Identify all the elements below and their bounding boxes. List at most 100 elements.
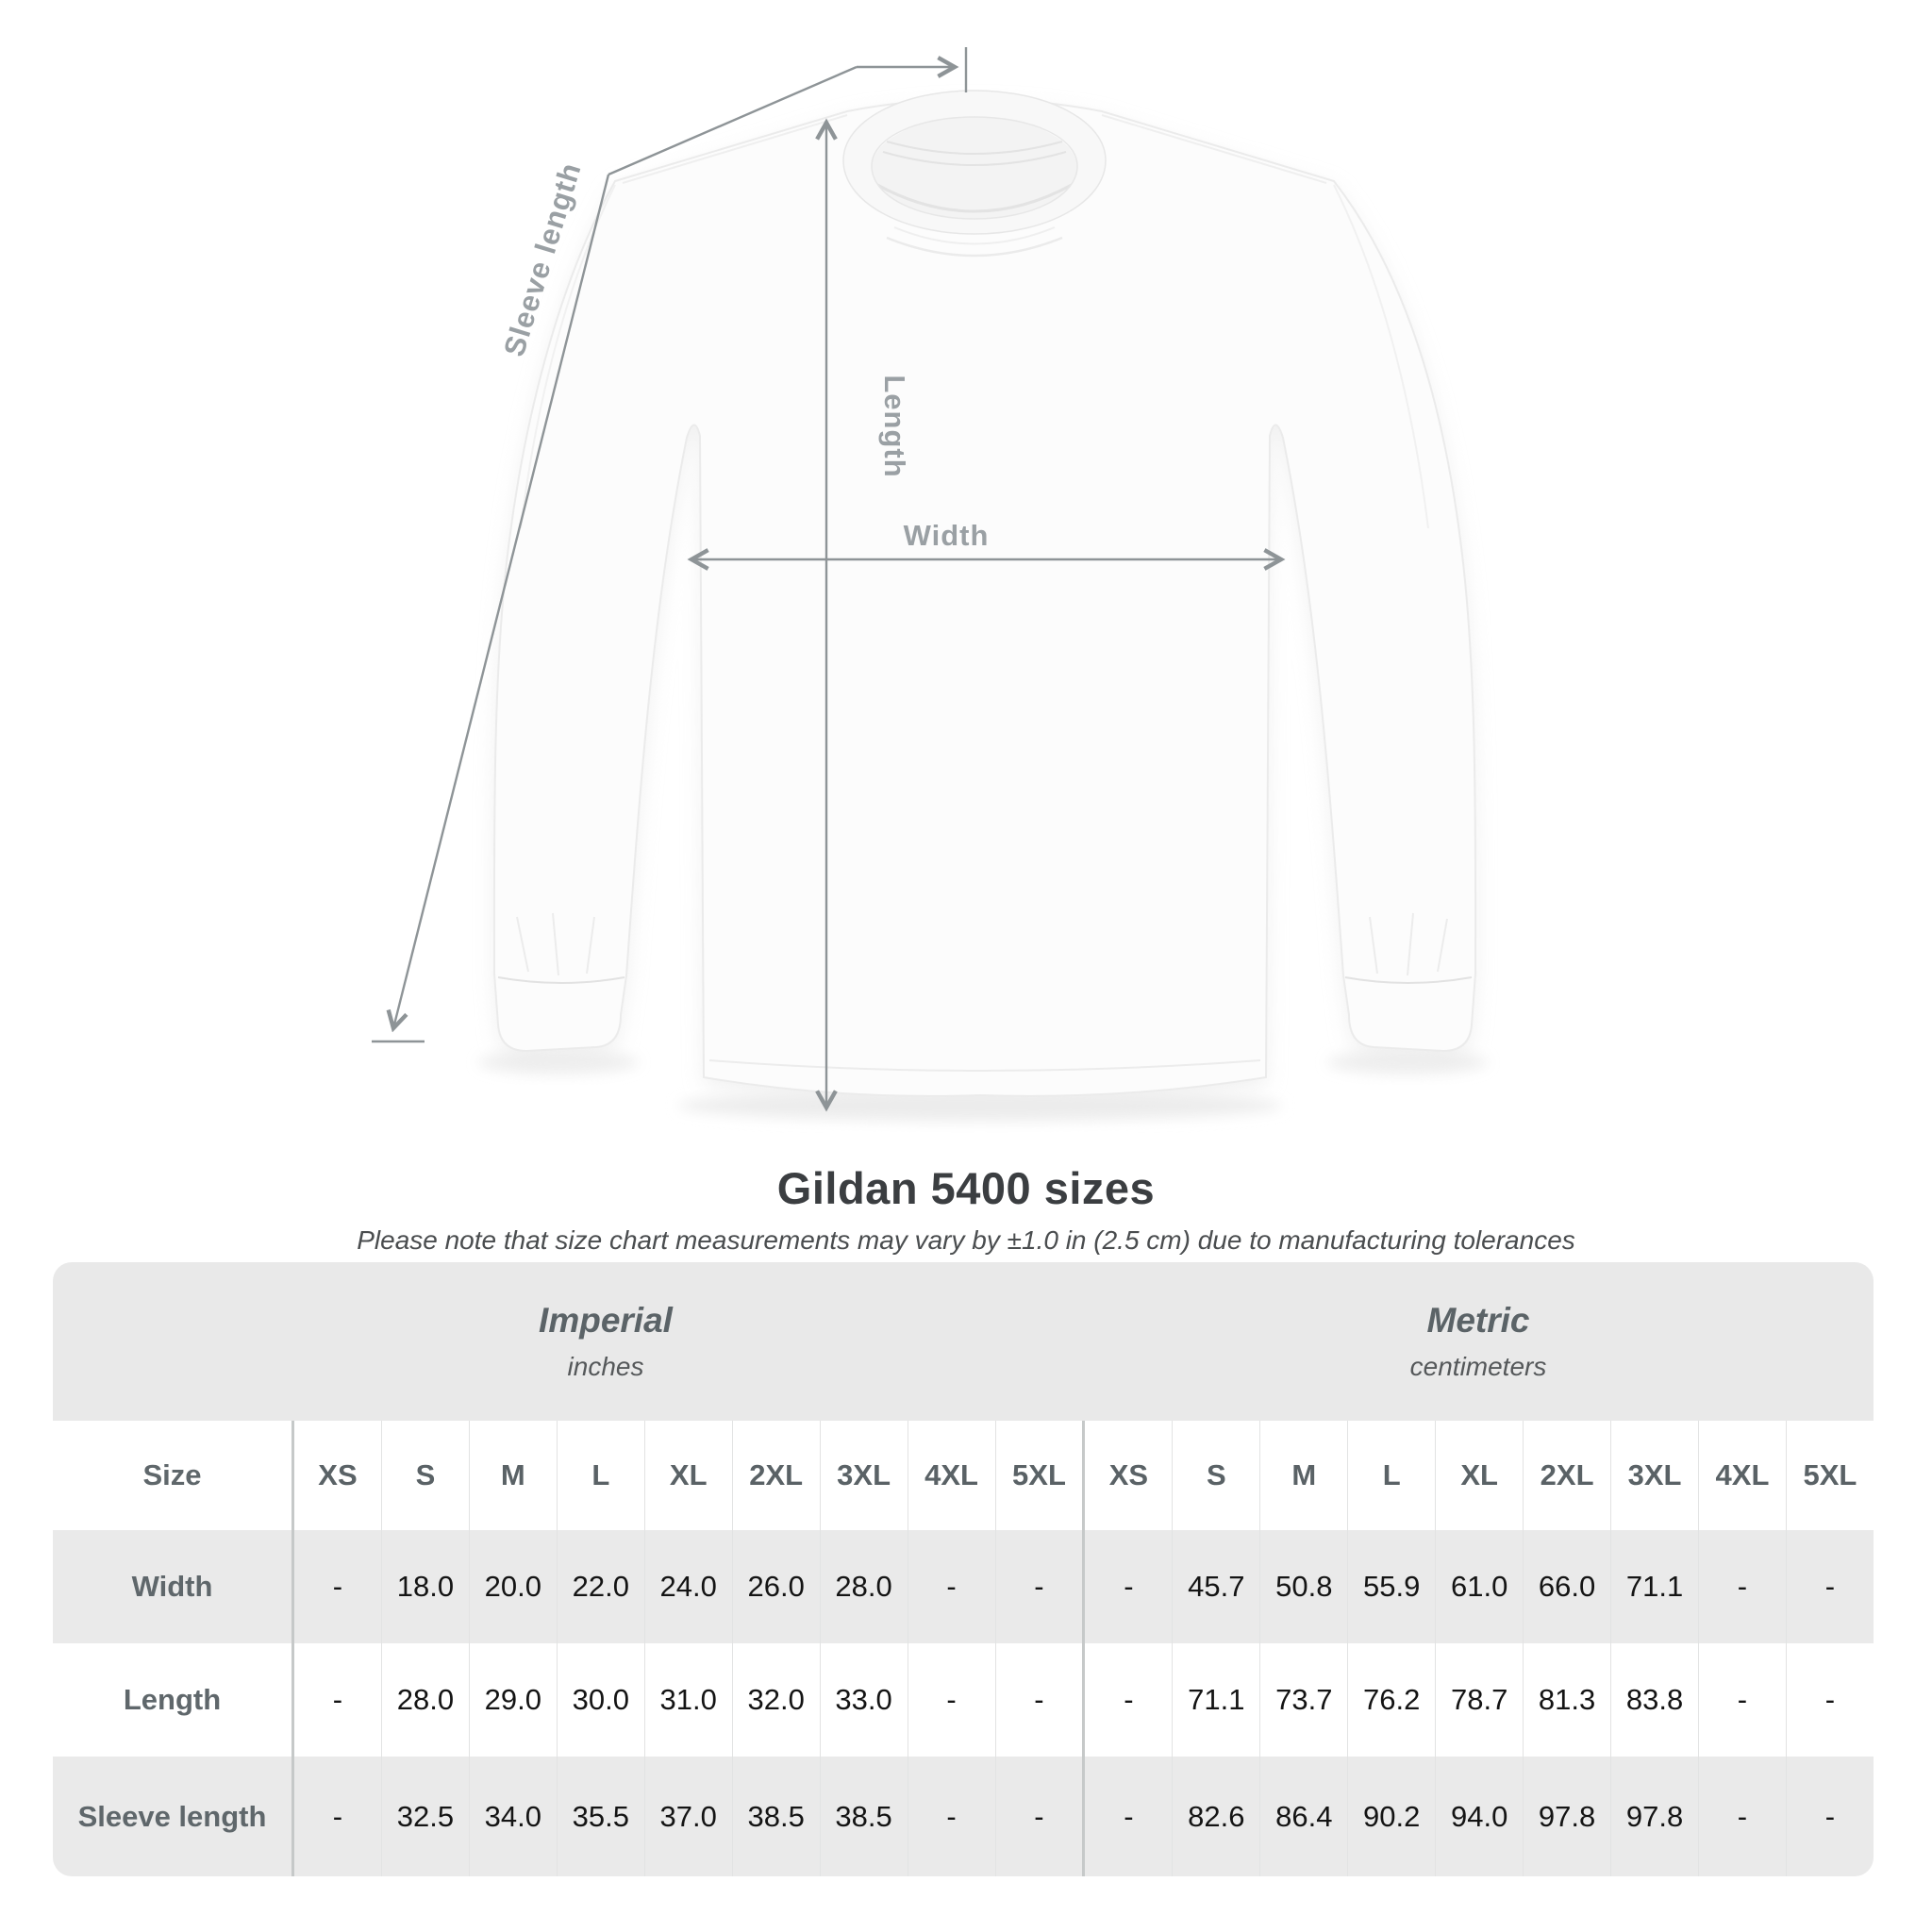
page-subtitle: Please note that size chart measurements… bbox=[357, 1225, 1575, 1255]
cell-value: - bbox=[1082, 1643, 1172, 1757]
cell-value: 97.8 bbox=[1523, 1757, 1610, 1876]
row-label: Width bbox=[131, 1570, 213, 1603]
cell-value: 90.2 bbox=[1347, 1757, 1435, 1876]
metric-group-unit: centimeters bbox=[1409, 1352, 1547, 1381]
cell-value: 81.3 bbox=[1523, 1643, 1610, 1757]
page-title: Gildan 5400 sizes bbox=[776, 1163, 1156, 1213]
cell-value: - bbox=[1082, 1530, 1172, 1643]
size-col-header-metric-m: M bbox=[1259, 1421, 1347, 1530]
size-col-header-imperial-l: L bbox=[556, 1421, 644, 1530]
cuffs bbox=[497, 912, 1473, 984]
cell-value: - bbox=[1785, 1530, 1874, 1643]
table-row-sleeve-length: Sleeve length -32.5 34.0 35.5 37.0 38.5 38.5- -… bbox=[53, 1757, 1874, 1876]
cell-value: 38.5 bbox=[731, 1757, 820, 1876]
width-label: Width bbox=[904, 519, 990, 552]
cell-value: 38.5 bbox=[819, 1757, 908, 1876]
size-col-header-imperial-3xl: 3XL bbox=[819, 1421, 908, 1530]
shirt-illustration bbox=[492, 90, 1477, 1097]
cell-value: - bbox=[1698, 1757, 1786, 1876]
cell-value: - bbox=[994, 1643, 1083, 1757]
cell-value: 61.0 bbox=[1435, 1530, 1523, 1643]
table-row-length: Length -28.0 29.0 30.0 31.0 32.0 33.0- - -71.1 73… bbox=[53, 1643, 1874, 1757]
size-header-row: Size XS S M L XL 2XL 3XL 4XL 5XL XS S M L XL 2XL 3XL 4XL 5… bbox=[53, 1421, 1874, 1530]
cell-value: 32.5 bbox=[380, 1757, 469, 1876]
size-col-header-imperial-xl: XL bbox=[643, 1421, 732, 1530]
cell-value: 55.9 bbox=[1347, 1530, 1435, 1643]
cell-value: - bbox=[994, 1530, 1083, 1643]
size-col-header-imperial-5xl: 5XL bbox=[994, 1421, 1083, 1530]
cell-value: 83.8 bbox=[1610, 1643, 1698, 1757]
cell-value: - bbox=[1785, 1757, 1874, 1876]
size-table-body: Size XS S M L XL 2XL 3XL 4XL 5XL XS S M L XL 2XL 3XL 4XL 5… bbox=[53, 1421, 1874, 1876]
cell-value: 45.7 bbox=[1172, 1530, 1259, 1643]
cell-value: 73.7 bbox=[1259, 1643, 1347, 1757]
size-col-header-metric-xl: XL bbox=[1435, 1421, 1523, 1530]
cell-value: 35.5 bbox=[556, 1757, 644, 1876]
cell-value: 78.7 bbox=[1435, 1643, 1523, 1757]
dimension-lines bbox=[372, 47, 1281, 1108]
size-col-header-metric-2xl: 2XL bbox=[1523, 1421, 1610, 1530]
collar bbox=[842, 90, 1107, 258]
imperial-group-label: Imperial bbox=[539, 1301, 673, 1340]
cell-value: 50.8 bbox=[1259, 1530, 1347, 1643]
cell-value: 30.0 bbox=[556, 1643, 644, 1757]
row-label: Length bbox=[123, 1683, 222, 1716]
cell-value: - bbox=[994, 1757, 1083, 1876]
shirt-diagram-svg: Sleeve length Length Width bbox=[372, 47, 1488, 1121]
unit-group-header-band: Imperial inches Metric centimeters bbox=[53, 1262, 1874, 1421]
cell-value: 26.0 bbox=[731, 1530, 820, 1643]
cell-value: - bbox=[907, 1757, 995, 1876]
cell-value: 33.0 bbox=[819, 1643, 908, 1757]
size-col-header-metric-s: S bbox=[1172, 1421, 1259, 1530]
size-col-header-metric-xs: XS bbox=[1082, 1421, 1172, 1530]
cell-value: 82.6 bbox=[1172, 1757, 1259, 1876]
size-table: Imperial inches Metric centimeters Size X… bbox=[53, 1262, 1874, 1876]
size-column-header: Size bbox=[142, 1458, 202, 1491]
size-col-header-metric-3xl: 3XL bbox=[1610, 1421, 1698, 1530]
cell-value: - bbox=[291, 1530, 381, 1643]
cell-value: 18.0 bbox=[380, 1530, 469, 1643]
cell-value: 86.4 bbox=[1259, 1757, 1347, 1876]
cell-value: 28.0 bbox=[819, 1530, 908, 1643]
size-col-header-metric-4xl: 4XL bbox=[1698, 1421, 1786, 1530]
size-col-header-imperial-s: S bbox=[380, 1421, 469, 1530]
cell-value: 97.8 bbox=[1610, 1757, 1698, 1876]
size-col-header-imperial-xs: XS bbox=[291, 1421, 381, 1530]
cell-value: 76.2 bbox=[1347, 1643, 1435, 1757]
cell-value: 94.0 bbox=[1435, 1757, 1523, 1876]
sleeve-length-dimension-line bbox=[372, 47, 968, 1043]
size-col-header-imperial-4xl: 4XL bbox=[907, 1421, 995, 1530]
cell-value: 37.0 bbox=[643, 1757, 732, 1876]
shirt-size-diagram: Sleeve length Length Width bbox=[372, 47, 1488, 1121]
cell-value: 32.0 bbox=[731, 1643, 820, 1757]
imperial-group-unit: inches bbox=[567, 1352, 644, 1381]
cell-value: - bbox=[1698, 1530, 1786, 1643]
cell-value: - bbox=[907, 1530, 995, 1643]
cell-value: 71.1 bbox=[1610, 1530, 1698, 1643]
cell-value: - bbox=[1082, 1757, 1172, 1876]
cell-value: 66.0 bbox=[1523, 1530, 1610, 1643]
cell-value: 71.1 bbox=[1172, 1643, 1259, 1757]
size-col-header-imperial-2xl: 2XL bbox=[731, 1421, 820, 1530]
cell-value: 24.0 bbox=[643, 1530, 732, 1643]
cell-value: 20.0 bbox=[468, 1530, 557, 1643]
size-col-header-metric-l: L bbox=[1347, 1421, 1435, 1530]
size-col-header-metric-5xl: 5XL bbox=[1785, 1421, 1874, 1530]
cell-value: - bbox=[1785, 1643, 1874, 1757]
row-label: Sleeve length bbox=[77, 1799, 267, 1833]
size-col-header-imperial-m: M bbox=[468, 1421, 557, 1530]
metric-group-label: Metric bbox=[1426, 1301, 1530, 1340]
length-label: Length bbox=[878, 375, 911, 477]
metric-group-header: Metric centimeters bbox=[1083, 1262, 1874, 1421]
cell-value: 22.0 bbox=[556, 1530, 644, 1643]
cell-value: - bbox=[291, 1643, 381, 1757]
cell-value: - bbox=[291, 1757, 381, 1876]
imperial-group-header: Imperial inches bbox=[53, 1262, 1083, 1421]
cell-value: - bbox=[907, 1643, 995, 1757]
table-row-width: Width -18.0 20.0 22.0 24.0 26.0 28.0- - -45.7 50.… bbox=[53, 1530, 1874, 1643]
cell-value: - bbox=[1698, 1643, 1786, 1757]
cell-value: 28.0 bbox=[380, 1643, 469, 1757]
cell-value: 34.0 bbox=[468, 1757, 557, 1876]
cell-value: 29.0 bbox=[468, 1643, 557, 1757]
cell-value: 31.0 bbox=[643, 1643, 732, 1757]
